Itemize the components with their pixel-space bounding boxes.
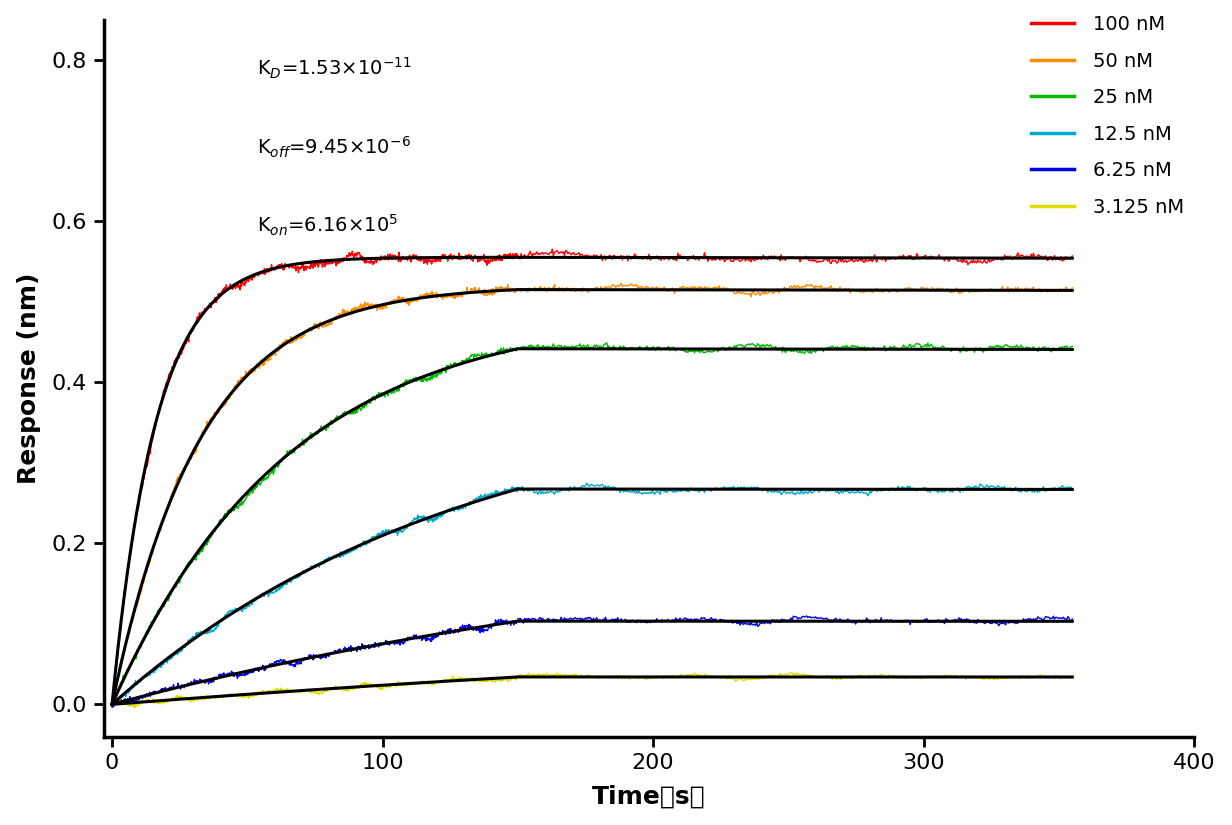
- Text: K$_{on}$=6.16×10$^5$: K$_{on}$=6.16×10$^5$: [256, 213, 398, 238]
- Text: K$_D$=1.53×10$^{-11}$: K$_D$=1.53×10$^{-11}$: [256, 55, 411, 81]
- Legend: 100 nM, 50 nM, 25 nM, 12.5 nM, 6.25 nM, 3.125 nM: 100 nM, 50 nM, 25 nM, 12.5 nM, 6.25 nM, …: [1031, 15, 1184, 216]
- X-axis label: Time（s）: Time（s）: [593, 785, 706, 808]
- Y-axis label: Response (nm): Response (nm): [17, 272, 41, 483]
- Text: K$_{off}$=9.45×10$^{-6}$: K$_{off}$=9.45×10$^{-6}$: [256, 134, 410, 159]
